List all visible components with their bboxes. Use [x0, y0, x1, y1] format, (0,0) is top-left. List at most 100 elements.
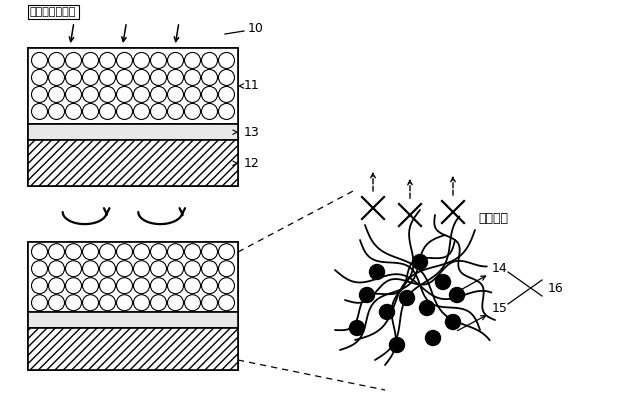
Circle shape: [134, 295, 149, 311]
Circle shape: [49, 261, 65, 277]
Circle shape: [218, 261, 234, 277]
Circle shape: [32, 261, 47, 277]
Circle shape: [202, 261, 218, 277]
Circle shape: [134, 244, 149, 260]
Circle shape: [167, 278, 183, 294]
Circle shape: [65, 295, 81, 311]
Circle shape: [116, 70, 132, 85]
Circle shape: [218, 52, 234, 68]
Text: 14: 14: [460, 261, 508, 291]
Bar: [28, 328, 238, 370]
Text: 10: 10: [248, 22, 264, 34]
Bar: [28, 48, 238, 186]
Circle shape: [134, 278, 149, 294]
Circle shape: [49, 278, 65, 294]
Circle shape: [202, 295, 218, 311]
Circle shape: [202, 52, 218, 68]
Circle shape: [218, 278, 234, 294]
Text: 電解質溶媒蔣発: 電解質溶媒蔣発: [30, 7, 77, 17]
Circle shape: [65, 52, 81, 68]
Circle shape: [202, 278, 218, 294]
Circle shape: [32, 70, 47, 85]
Circle shape: [116, 52, 132, 68]
Circle shape: [202, 86, 218, 102]
Circle shape: [83, 261, 98, 277]
Circle shape: [83, 52, 98, 68]
Text: 蔣発抑制: 蔣発抑制: [478, 211, 508, 225]
Circle shape: [167, 52, 183, 68]
Circle shape: [185, 86, 200, 102]
Circle shape: [100, 52, 116, 68]
Circle shape: [185, 103, 200, 119]
Circle shape: [435, 274, 450, 290]
Circle shape: [218, 86, 234, 102]
Circle shape: [202, 70, 218, 85]
Circle shape: [83, 70, 98, 85]
Circle shape: [32, 244, 47, 260]
Circle shape: [185, 244, 200, 260]
Circle shape: [218, 70, 234, 85]
Circle shape: [83, 244, 98, 260]
Circle shape: [167, 261, 183, 277]
Circle shape: [185, 295, 200, 311]
Bar: [28, 140, 238, 186]
Circle shape: [116, 86, 132, 102]
Circle shape: [32, 103, 47, 119]
Circle shape: [369, 265, 384, 279]
Circle shape: [32, 86, 47, 102]
Circle shape: [350, 321, 364, 335]
Text: 11: 11: [238, 79, 260, 92]
Circle shape: [116, 103, 132, 119]
Circle shape: [445, 315, 460, 330]
Bar: [28, 242, 238, 312]
Circle shape: [65, 86, 81, 102]
Text: 16: 16: [548, 281, 564, 294]
Circle shape: [450, 288, 465, 303]
Circle shape: [65, 103, 81, 119]
Circle shape: [151, 295, 167, 311]
Circle shape: [49, 295, 65, 311]
Circle shape: [151, 70, 167, 85]
Circle shape: [151, 261, 167, 277]
Circle shape: [49, 103, 65, 119]
Circle shape: [32, 278, 47, 294]
Circle shape: [218, 244, 234, 260]
Circle shape: [134, 261, 149, 277]
Text: 12: 12: [233, 157, 260, 170]
Circle shape: [32, 295, 47, 311]
Circle shape: [360, 288, 374, 303]
Circle shape: [167, 244, 183, 260]
Circle shape: [399, 290, 414, 306]
Bar: [28, 124, 238, 140]
Circle shape: [49, 70, 65, 85]
Circle shape: [151, 103, 167, 119]
Circle shape: [83, 278, 98, 294]
Circle shape: [83, 295, 98, 311]
Circle shape: [218, 295, 234, 311]
Circle shape: [379, 304, 394, 319]
Circle shape: [116, 295, 132, 311]
Circle shape: [134, 52, 149, 68]
Circle shape: [65, 278, 81, 294]
Circle shape: [100, 278, 116, 294]
Bar: [28, 242, 238, 370]
Circle shape: [425, 330, 440, 346]
Circle shape: [202, 103, 218, 119]
Circle shape: [185, 278, 200, 294]
Circle shape: [151, 52, 167, 68]
Circle shape: [100, 70, 116, 85]
Circle shape: [116, 278, 132, 294]
Circle shape: [134, 70, 149, 85]
Circle shape: [151, 86, 167, 102]
Text: 13: 13: [233, 126, 260, 139]
Text: 15: 15: [457, 301, 508, 331]
Circle shape: [116, 244, 132, 260]
Circle shape: [185, 261, 200, 277]
Circle shape: [218, 103, 234, 119]
Circle shape: [412, 254, 427, 270]
Circle shape: [167, 86, 183, 102]
Circle shape: [100, 86, 116, 102]
Circle shape: [100, 261, 116, 277]
Circle shape: [65, 244, 81, 260]
Circle shape: [134, 103, 149, 119]
